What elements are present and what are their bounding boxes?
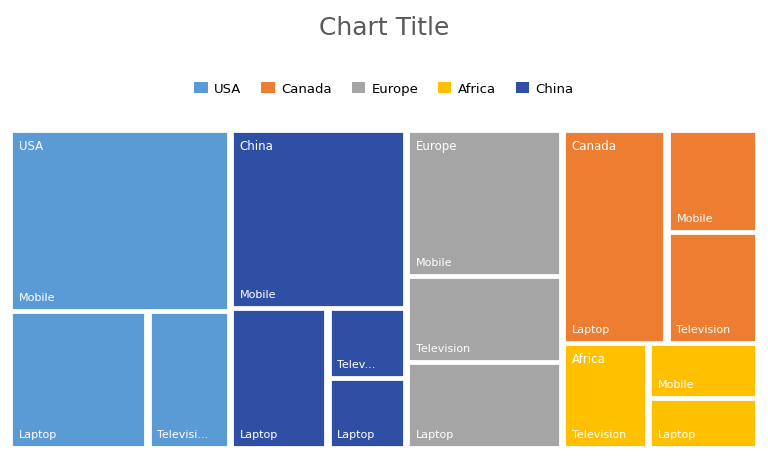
Text: Televisi...: Televisi... bbox=[157, 429, 209, 439]
Text: Europe: Europe bbox=[415, 140, 457, 153]
Bar bbox=[650, 344, 756, 397]
Text: Mobile: Mobile bbox=[240, 289, 276, 299]
Text: Laptop: Laptop bbox=[415, 429, 454, 439]
Bar bbox=[669, 132, 756, 231]
Bar bbox=[669, 233, 756, 342]
Bar bbox=[233, 132, 404, 307]
Bar bbox=[150, 312, 228, 447]
Text: Mobile: Mobile bbox=[677, 213, 713, 223]
Text: China: China bbox=[240, 140, 273, 153]
Bar bbox=[329, 379, 404, 447]
Legend: USA, Canada, Europe, Africa, China: USA, Canada, Europe, Africa, China bbox=[189, 78, 579, 101]
Text: Laptop: Laptop bbox=[337, 429, 376, 439]
Bar bbox=[233, 309, 325, 447]
Text: Africa: Africa bbox=[571, 352, 605, 365]
Bar bbox=[564, 132, 664, 342]
Text: Mobile: Mobile bbox=[19, 292, 55, 302]
Bar bbox=[564, 344, 646, 447]
Text: Laptop: Laptop bbox=[657, 429, 696, 439]
Text: Mobile: Mobile bbox=[657, 380, 694, 390]
Bar bbox=[12, 132, 228, 310]
Text: Mobile: Mobile bbox=[415, 257, 452, 268]
Bar bbox=[650, 399, 756, 447]
Text: Television: Television bbox=[677, 324, 730, 334]
Bar bbox=[12, 312, 145, 447]
Bar bbox=[409, 132, 560, 275]
Text: Television: Television bbox=[571, 429, 626, 439]
Text: Laptop: Laptop bbox=[240, 429, 278, 439]
Bar bbox=[409, 277, 560, 361]
Text: Canada: Canada bbox=[571, 140, 617, 153]
Text: Laptop: Laptop bbox=[19, 429, 57, 439]
Bar bbox=[409, 363, 560, 447]
Text: Telev...: Telev... bbox=[337, 359, 376, 369]
Text: Laptop: Laptop bbox=[571, 324, 610, 334]
Text: Chart Title: Chart Title bbox=[319, 16, 449, 40]
Text: Television: Television bbox=[415, 343, 470, 353]
Bar bbox=[329, 309, 404, 377]
Text: USA: USA bbox=[19, 140, 43, 153]
